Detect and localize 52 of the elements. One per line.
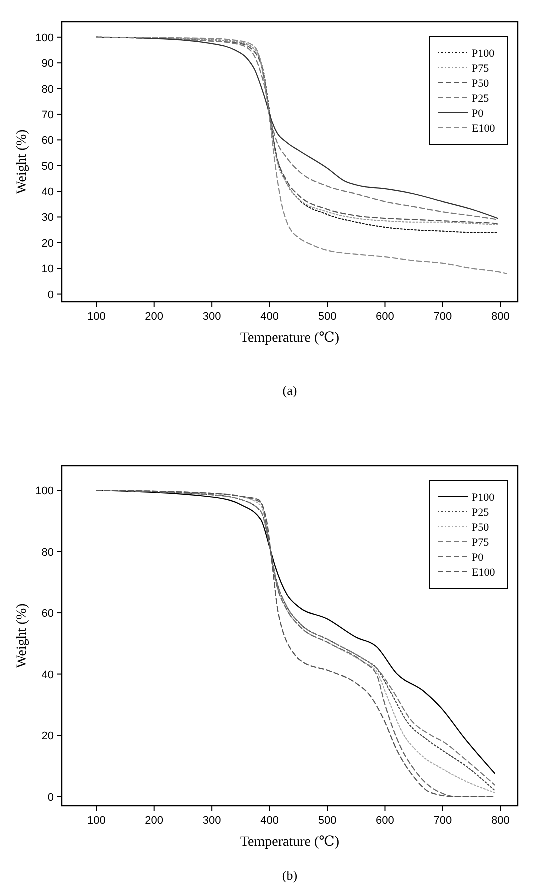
x-tick-label: 800 [492,311,510,323]
legend-label: P25 [472,93,490,105]
x-tick-label: 100 [87,311,106,323]
y-axis-title: Weight (%) [15,129,30,194]
x-tick-label: 200 [145,311,164,323]
y-tick-label: 20 [42,730,54,743]
y-tick-label: 0 [48,792,54,804]
x-tick-label: 500 [318,311,337,323]
y-tick-label: 100 [36,486,54,498]
text: (b) [282,868,298,883]
y-tick-label: 70 [42,109,54,122]
y-tick-label: 100 [36,32,54,44]
text: (a) [282,383,298,398]
x-tick-label: 300 [202,311,222,323]
line-series [96,36,508,274]
y-tick-label: 80 [42,546,54,559]
x-tick-label: 200 [145,815,164,827]
y-tick-label: 0 [48,289,54,302]
x-tick-label: 600 [376,311,394,323]
legend-label: P100 [472,48,496,60]
x-tick-label: 400 [260,815,279,827]
x-tick-label: 100 [87,815,106,827]
y-tick-label: 20 [42,238,54,250]
y-tick-label: 60 [42,608,54,620]
y-tick-label: 50 [42,160,54,173]
y-tick-label: 40 [42,669,54,682]
x-tick-label: 700 [434,815,452,827]
y-axis-title: Weight (%) [15,603,30,668]
legend-label: P0 [472,552,484,564]
x-tick-label: 300 [202,815,222,827]
y-tick-label: 90 [42,58,54,70]
legend-label: P75 [472,537,490,549]
x-tick-label: 800 [492,815,510,827]
x-tick-label: 700 [434,311,452,323]
y-tick-label: 10 [42,264,54,276]
legend-label: P75 [472,63,490,75]
legend-label: P25 [472,507,490,519]
legend-label: P50 [472,522,490,534]
y-tick-label: 40 [42,186,54,199]
x-axis-title: Temperature (℃) [240,331,340,346]
x-tick-label: 600 [376,815,394,827]
legend-label: E100 [472,567,496,579]
y-tick-label: 30 [42,212,54,224]
legend-label: E100 [472,123,496,135]
y-tick-label: 80 [42,84,54,96]
legend-label: P0 [472,108,484,120]
x-axis-title: Temperature (℃) [240,835,340,850]
x-tick-label: 400 [260,311,279,323]
x-tick-label: 500 [318,815,337,827]
y-tick-label: 60 [42,135,54,148]
legend-label: P50 [472,78,490,90]
legend-label: P100 [472,492,496,504]
